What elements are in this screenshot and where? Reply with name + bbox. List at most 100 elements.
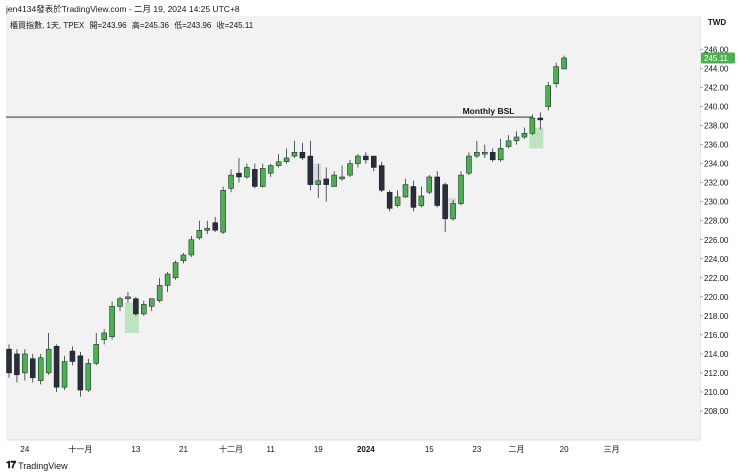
price-tick-label: 216.00 xyxy=(704,331,729,340)
candle-body xyxy=(299,151,306,159)
candle-body xyxy=(85,363,92,391)
candle-body xyxy=(442,184,448,220)
candle-body xyxy=(482,151,488,155)
candle-body xyxy=(418,195,425,206)
candle-body xyxy=(109,306,115,338)
candle-body xyxy=(172,262,179,279)
candle-body xyxy=(561,57,567,70)
candle-body xyxy=(196,229,203,239)
time-tick-label: 13 xyxy=(131,445,140,454)
price-tick-label: 238.00 xyxy=(704,122,729,131)
candle-body xyxy=(505,140,512,147)
candle-body xyxy=(6,348,12,374)
symbol-info: 櫃買指數, 1天, TPEX 開=243.96 高=245.36 低=243.9… xyxy=(10,20,256,31)
candle-body xyxy=(275,161,282,166)
candle-body xyxy=(291,151,298,157)
price-tick-label: 212.00 xyxy=(704,369,729,378)
price-tick-label: 240.00 xyxy=(704,103,729,112)
candle-body xyxy=(244,167,250,178)
candle-body xyxy=(371,155,377,168)
open-value: 開=243.96 xyxy=(89,21,127,30)
price-tick-label: 224.00 xyxy=(704,255,729,264)
candle-body xyxy=(267,165,274,174)
candle-body xyxy=(426,176,433,193)
price-tick-label: 228.00 xyxy=(704,217,729,226)
candle-body xyxy=(164,273,171,286)
candle-body xyxy=(204,228,210,231)
candle-body xyxy=(220,190,226,233)
price-tick-label: 234.00 xyxy=(704,160,729,169)
candle-body xyxy=(402,184,409,198)
price-tick-label: 244.00 xyxy=(704,65,729,74)
price-tick-label: 214.00 xyxy=(704,350,729,359)
bsl-label: Monthly BSL xyxy=(463,106,515,116)
last-price-label: 245.11 xyxy=(704,54,728,63)
price-tick-label: 218.00 xyxy=(704,312,729,321)
candle-body xyxy=(339,176,345,180)
symbol-name: 櫃買指數, 1天, TPEX xyxy=(10,21,85,30)
candle-body xyxy=(450,203,456,220)
price-tick-label: 220.00 xyxy=(704,293,729,302)
candle-body xyxy=(53,346,60,388)
price-tick-label: 208.00 xyxy=(704,407,729,416)
candle-body xyxy=(315,180,322,185)
candle-body xyxy=(521,132,528,138)
time-tick-label: 2024 xyxy=(357,445,375,454)
candle-body xyxy=(347,163,353,176)
low-value: 低=243.96 xyxy=(174,21,212,30)
candle-body xyxy=(497,148,504,161)
candle-body xyxy=(133,298,139,315)
candle-body xyxy=(513,136,520,142)
candle-body xyxy=(117,298,123,307)
candle-body xyxy=(156,285,163,301)
time-tick-label: 二月 xyxy=(509,445,525,454)
time-tick-label: 23 xyxy=(472,445,481,454)
candle-body xyxy=(30,358,36,378)
candle-body xyxy=(77,355,84,391)
price-tick-label: 242.00 xyxy=(704,84,729,93)
time-tick-label: 11 xyxy=(267,445,276,454)
candle-body xyxy=(260,168,266,187)
candle-body xyxy=(69,350,76,362)
candle-body xyxy=(37,357,44,381)
time-tick-label: 24 xyxy=(20,445,29,454)
candle-body xyxy=(283,157,290,163)
candle-body xyxy=(489,151,496,161)
candle-body xyxy=(101,332,107,340)
candle-body xyxy=(466,155,472,174)
candle-body xyxy=(125,296,131,299)
candle-body xyxy=(355,155,361,164)
candle-body xyxy=(93,344,99,364)
time-tick-label: 21 xyxy=(179,445,188,454)
price-tick-label: 232.00 xyxy=(704,179,729,188)
candle-body xyxy=(331,174,337,187)
price-axis[interactable] xyxy=(700,16,740,440)
candle-body xyxy=(474,151,480,157)
close-value: 收=245.11 xyxy=(216,21,254,30)
candle-body xyxy=(386,191,393,209)
candle-body xyxy=(458,174,464,204)
candle-body xyxy=(537,117,544,121)
candle-body xyxy=(61,361,68,388)
candle-body xyxy=(545,85,551,107)
tradingview-logo[interactable]: 𝟏𝟕 TradingView xyxy=(6,460,68,471)
time-tick-label: 20 xyxy=(560,445,569,454)
price-tick-label: 226.00 xyxy=(704,236,729,245)
currency-label: TWD xyxy=(707,18,727,27)
candle-body xyxy=(529,117,536,134)
candle-body xyxy=(212,222,218,231)
chart-area[interactable] xyxy=(6,16,700,440)
candle-body xyxy=(553,66,559,85)
candle-body xyxy=(252,169,258,187)
price-tick-label: 222.00 xyxy=(704,274,729,283)
candle-body xyxy=(188,239,195,256)
candle-body xyxy=(228,174,234,189)
time-tick-label: 十一月 xyxy=(68,444,92,454)
candle-body xyxy=(394,196,401,206)
last-price-badge xyxy=(701,52,735,64)
candle-body xyxy=(434,176,440,206)
price-tick-label: 236.00 xyxy=(704,141,729,150)
candle-body xyxy=(45,348,52,374)
time-tick-label: 十二月 xyxy=(219,444,243,454)
